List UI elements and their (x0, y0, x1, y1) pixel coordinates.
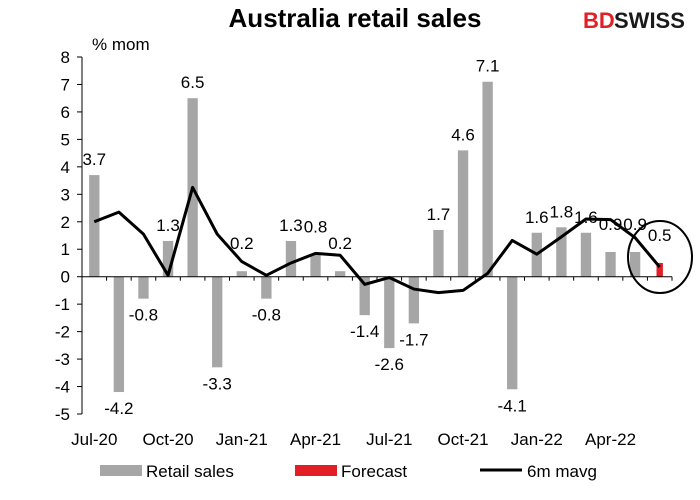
y-tick-label: 1 (61, 240, 70, 259)
data-label-Sep-21: 1.7 (427, 205, 451, 224)
y-tick-label: 7 (61, 75, 70, 94)
x-tick-label: Oct-21 (438, 430, 489, 449)
data-label-Oct-21: 4.6 (451, 125, 475, 144)
bar-retail-Jul-20 (89, 175, 100, 277)
data-label-Sep-20: -0.8 (129, 306, 158, 325)
y-tick-label: 0 (61, 268, 70, 287)
bar-series (89, 81, 663, 393)
bar-retail-Jun-21 (359, 276, 370, 316)
x-tick-label: Jan-21 (216, 430, 268, 449)
data-label-Feb-22: 1.8 (550, 202, 574, 221)
bar-retail-Apr-21 (310, 254, 321, 277)
data-label-Mar-21: 1.3 (279, 216, 303, 235)
data-label-May-21: 0.2 (328, 234, 352, 253)
bar-retail-Sep-21 (433, 230, 444, 277)
bar-retail-Feb-21 (261, 276, 272, 299)
data-label-Jun-21: -1.4 (350, 322, 379, 341)
brand-logo-part2: SWISS (614, 8, 685, 33)
legend-label-retail-sales: Retail sales (146, 462, 234, 481)
bar-retail-Feb-22 (556, 227, 567, 277)
data-label-Apr-21: 0.8 (304, 218, 328, 237)
y-axis-label: % mom (92, 35, 150, 54)
bar-retail-Jan-21 (236, 271, 247, 277)
x-axis-ticks: Jul-20 Oct-20 Jan-21 Apr-21 Jul-21 Oct-21 Jan-… (71, 430, 636, 449)
bar-retail-Jul-21 (384, 276, 395, 349)
bar-retail-Oct-20 (162, 240, 174, 277)
data-label-Jan-22: 1.6 (525, 208, 549, 227)
y-tick-label: -3 (55, 350, 70, 369)
bar-retail-Sep-20 (138, 276, 149, 299)
brand-logo-part1: BD (583, 8, 615, 33)
mavg-series (93, 185, 661, 295)
bar-retail-Aug-20 (113, 276, 125, 393)
data-label-Aug-21: -1.7 (399, 330, 428, 349)
bar-retail-Dec-21 (507, 276, 518, 390)
mavg-line (93, 185, 661, 295)
axes (81, 57, 673, 414)
x-tick-label: Jul-21 (366, 430, 412, 449)
brand-logo: BD SWISS (583, 8, 685, 33)
x-tick-label: Jul-20 (71, 430, 117, 449)
y-tick-label: 2 (61, 213, 70, 232)
y-axis-ticks: 8 7 6 5 4 3 2 1 0 -1 -2 -3 -4 -5 (55, 48, 82, 424)
y-tick-label: -5 (55, 405, 70, 424)
chart-title: Australia retail sales (229, 3, 482, 33)
data-label-Nov-21: 7.1 (476, 57, 500, 76)
data-label-Aug-20: -4.2 (104, 399, 133, 418)
data-label-Jul-20: 3.7 (82, 150, 106, 169)
bar-forecast-Jun-22 (656, 262, 663, 277)
data-label-Nov-20: 6.5 (181, 73, 205, 92)
data-label-Feb-21: -0.8 (252, 306, 281, 325)
x-tick-label: Apr-22 (585, 430, 636, 449)
legend-label-forecast: Forecast (341, 462, 407, 481)
bar-retail-Mar-22 (580, 232, 592, 277)
legend-label-mavg: 6m mavg (527, 462, 597, 481)
y-tick-label: 3 (61, 185, 70, 204)
y-tick-label: -2 (55, 323, 70, 342)
data-label-Dec-21: -4.1 (498, 396, 527, 415)
legend-swatch-retail-sales (100, 465, 142, 476)
data-label-Jan-21: 0.2 (230, 234, 254, 253)
bar-retail-Oct-21 (457, 150, 469, 277)
bar-retail-Mar-21 (285, 240, 297, 277)
y-tick-label: -4 (55, 378, 70, 397)
forecast-highlight-circle (627, 220, 693, 294)
bar-retail-Aug-21 (408, 276, 420, 324)
legend: Retail sales Forecast 6m mavg (100, 462, 597, 481)
bar-retail-May-22 (629, 251, 641, 277)
bar-retail-Dec-20 (212, 276, 223, 368)
bar-retail-Apr-22 (605, 251, 616, 277)
y-tick-label: 5 (61, 130, 70, 149)
bar-retail-Nov-21 (482, 81, 493, 277)
bar-retail-May-21 (334, 271, 346, 277)
legend-swatch-forecast (295, 465, 337, 476)
data-label-Jun-22: 0.5 (648, 226, 672, 245)
data-label-Oct-20: 1.3 (156, 216, 180, 235)
data-label-Jul-21: -2.6 (375, 355, 404, 374)
y-tick-label: 8 (61, 48, 70, 67)
data-label-Dec-20: -3.3 (203, 374, 232, 393)
x-tick-label: Jan-22 (511, 430, 563, 449)
y-tick-label: -1 (55, 295, 70, 314)
x-tick-label: Oct-20 (143, 430, 194, 449)
data-labels: 3.7-4.2-0.81.36.5-3.30.2-0.81.3 0.80.2-1.… (82, 57, 671, 418)
x-tick-label: Apr-21 (290, 430, 341, 449)
y-tick-label: 6 (61, 103, 70, 122)
y-tick-label: 4 (61, 158, 70, 177)
